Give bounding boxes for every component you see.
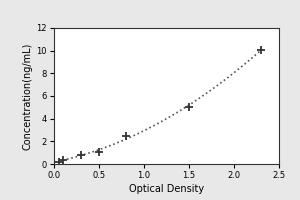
X-axis label: Optical Density: Optical Density <box>129 184 204 194</box>
Y-axis label: Concentration(ng/mL): Concentration(ng/mL) <box>22 42 32 150</box>
